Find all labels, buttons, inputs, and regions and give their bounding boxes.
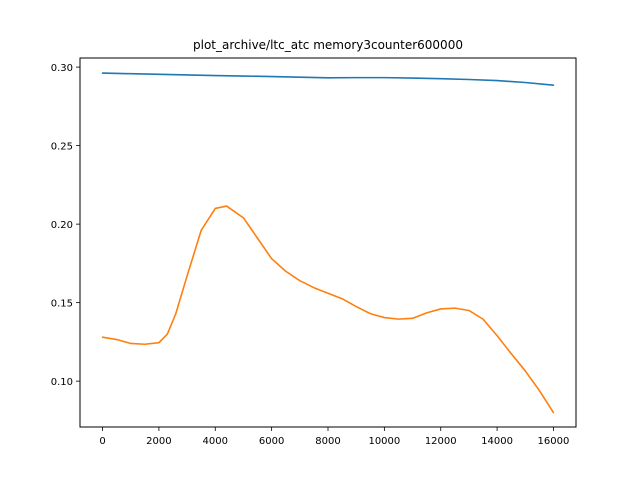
y-tick-label: 0.30 (51, 63, 73, 74)
y-tick-label: 0.15 (51, 299, 73, 310)
chart-title: plot_archive/ltc_atc memory3counter60000… (193, 38, 463, 52)
series-layer (101, 72, 555, 414)
x-tick-label: 10000 (368, 436, 400, 447)
series-line-1 (101, 72, 555, 86)
y-tick-label: 0.25 (51, 142, 73, 153)
x-axis: 0 2000 4000 6000 8000 10000 12000 14000 16000 (99, 427, 569, 447)
x-tick-label: 12000 (425, 436, 457, 447)
x-tick-label: 14000 (481, 436, 513, 447)
series-line-2 (101, 205, 555, 414)
y-tick-label: 0.20 (51, 220, 73, 231)
y-axis: 0.10 0.15 0.20 0.25 0.30 (51, 63, 80, 388)
x-tick-label: 6000 (259, 436, 284, 447)
y-tick-label: 0.10 (51, 377, 73, 388)
plot-frame (79, 57, 577, 428)
x-tick-label: 16000 (538, 436, 570, 447)
x-tick-label: 0 (99, 436, 105, 447)
x-tick-label: 2000 (146, 436, 171, 447)
x-tick-label: 4000 (203, 436, 228, 447)
x-tick-label: 8000 (315, 436, 340, 447)
